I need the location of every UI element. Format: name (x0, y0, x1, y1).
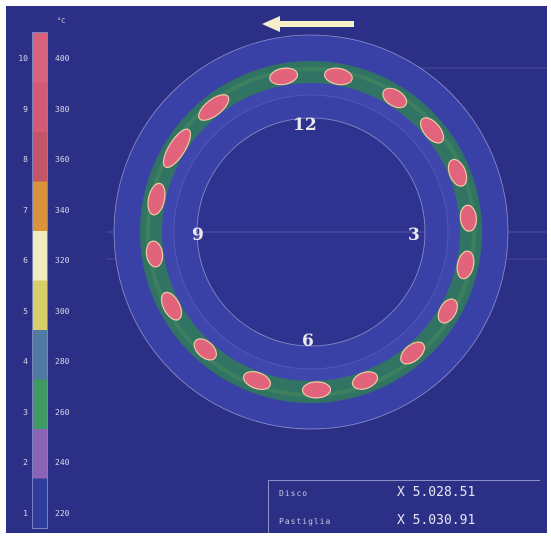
hot-spot (147, 182, 166, 216)
legend-level-1: 1 (23, 508, 28, 518)
readout-label-disc: Disco (279, 489, 309, 498)
readout-label-pad: Pastiglia (279, 517, 332, 526)
legend-temp-340: 340 (55, 205, 70, 215)
left-arrow-icon (262, 16, 354, 32)
hot-spot (301, 381, 332, 399)
legend-temp-240: 240 (55, 458, 70, 467)
hot-spot (400, 341, 426, 365)
hot-spot (198, 94, 230, 121)
legend-temp-320: 320 (55, 256, 70, 265)
legend-level-3: 3 (23, 407, 28, 417)
legend-temp-360: 360 (55, 155, 70, 164)
hot-spot (456, 250, 475, 280)
legend-temp-220: 220 (55, 508, 70, 518)
legend-level-2: 2 (23, 458, 28, 467)
hot-spot (162, 128, 192, 169)
clock-label-12: 12 (293, 115, 317, 135)
readout-panel: Disco X 5.028.51 Pastiglia X 5.030.91 (268, 480, 540, 533)
legend-level-8: 8 (23, 155, 28, 164)
readout-value-disc: X 5.028.51 (397, 485, 476, 500)
legend-level-10: 10 (18, 54, 28, 63)
arrow-shaft (278, 21, 354, 27)
legend-temp-280: 280 (55, 357, 70, 366)
legend-temp-300: 300 (55, 306, 70, 316)
brake-disc-thermal-map (106, 34, 547, 430)
readout-value-pad: X 5.030.91 (397, 513, 476, 528)
legend-temp-260: 260 (55, 407, 70, 417)
arrow-head (262, 16, 280, 32)
legend-level-6: 6 (23, 256, 28, 265)
hot-spot (269, 67, 299, 86)
clock-label-6: 6 (302, 331, 314, 351)
hot-spot (382, 87, 408, 109)
legend-level-7: 7 (23, 205, 28, 215)
hot-spot (459, 204, 478, 232)
clock-label-3: 3 (408, 225, 420, 245)
hot-spot (160, 291, 183, 321)
clock-label-9: 9 (192, 225, 204, 245)
hot-spot (193, 338, 217, 361)
legend-level-9: 9 (23, 104, 28, 114)
hot-spot (145, 240, 164, 268)
hot-spot (419, 117, 445, 144)
hot-spot (447, 158, 468, 187)
legend-unit-label: °C (57, 17, 66, 25)
hot-spot (242, 370, 272, 391)
hot-spot (437, 298, 458, 324)
legend-temp-400: 400 (55, 54, 70, 63)
legend-temp-380: 380 (55, 104, 70, 114)
hot-spot-group (145, 67, 478, 399)
thermal-view-screen: °C 10 9 8 7 6 5 4 3 2 1 400 380 360 340 320 300 280 260 2… (6, 6, 547, 533)
temperature-color-scale (32, 32, 48, 529)
hot-spot (351, 371, 379, 390)
legend-level-4: 4 (23, 357, 28, 366)
hot-spot (323, 67, 353, 86)
legend-level-5: 5 (23, 306, 28, 316)
